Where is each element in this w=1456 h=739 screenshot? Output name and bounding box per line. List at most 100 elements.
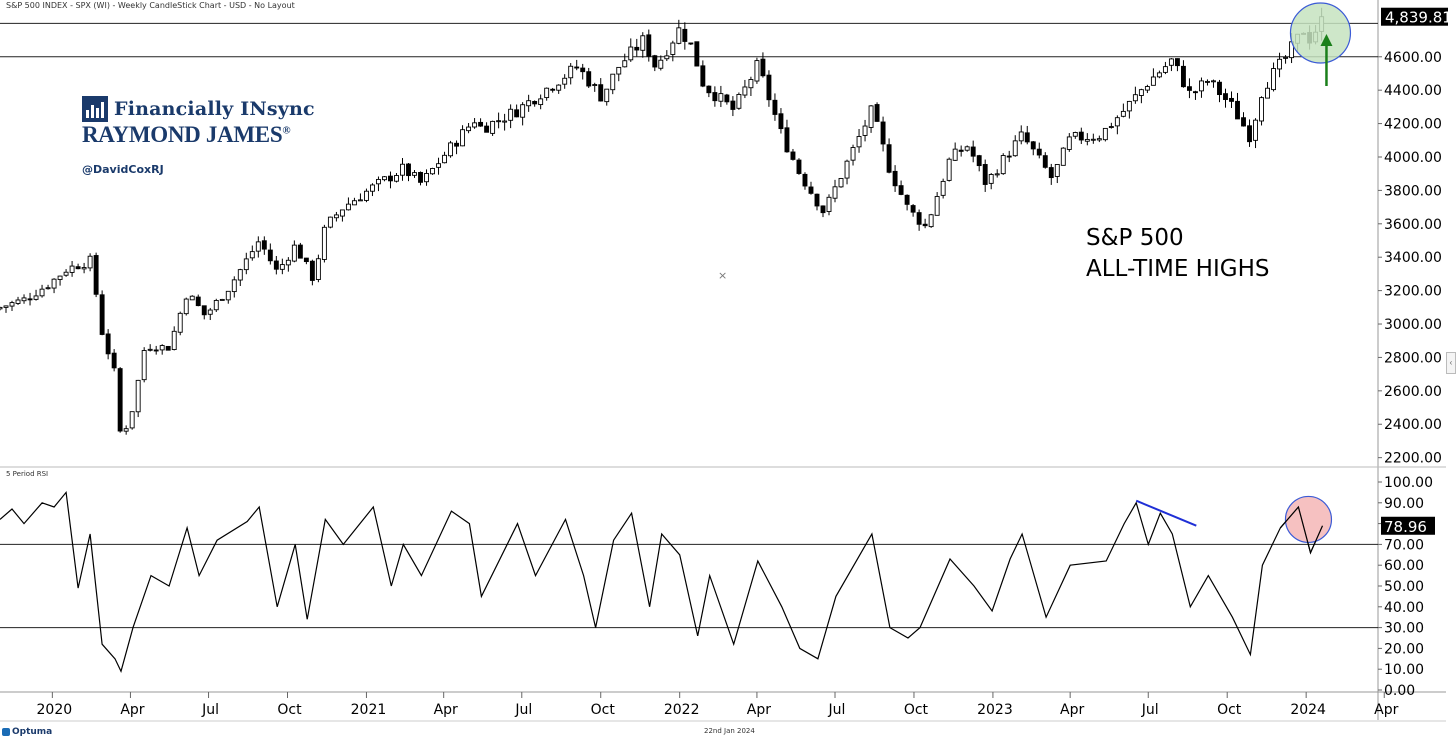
candle-up (147, 348, 153, 351)
candle-up (69, 265, 75, 273)
candle-up (718, 93, 724, 102)
brand-line-1: Financially INsync (114, 98, 315, 120)
candle-up (357, 199, 363, 202)
candle-up (1156, 72, 1162, 78)
candle-up (171, 330, 177, 350)
panel-collapse-handle[interactable]: ‹ (1446, 352, 1456, 374)
candle-up (123, 428, 129, 432)
candle-down (1036, 148, 1042, 156)
price-tick-label: 3400.00 (1384, 250, 1442, 266)
brand-logo: Financially INsync RAYMOND JAMES® (82, 96, 315, 148)
candle-up (526, 100, 532, 107)
candle-up (9, 302, 15, 307)
candle-up (1120, 110, 1126, 117)
candle-down (706, 85, 712, 94)
candle-up (51, 278, 57, 289)
candle-up (622, 60, 628, 68)
candle-up (556, 84, 562, 91)
candle-up (844, 160, 850, 179)
candle-up (850, 147, 856, 161)
candle-down (1241, 117, 1246, 127)
candle-down (261, 240, 267, 250)
candle-up (321, 226, 327, 260)
candle-up (177, 312, 183, 333)
last-rsi-box (1381, 516, 1435, 535)
candle-up (1265, 87, 1270, 99)
candle-up (1138, 89, 1144, 96)
candle-down (195, 296, 201, 307)
bar-chart-icon (82, 96, 108, 122)
rsi-tick-label: 10.00 (1384, 662, 1424, 678)
grid-layer (0, 0, 1446, 722)
up-arrow-head-icon (1320, 34, 1333, 46)
price-candles (0, 7, 1325, 435)
crosshair-marker: × (718, 269, 727, 282)
candle-up (472, 122, 478, 128)
rsi-panel-title: 5 Period RSI (6, 470, 49, 478)
candle-down (1235, 100, 1240, 120)
candle-up (736, 94, 742, 109)
price-tick-label: 4200.00 (1384, 117, 1442, 133)
time-tick-label: Jul (514, 702, 532, 718)
time-tick-label: Jul (828, 702, 846, 718)
candle-up (1072, 132, 1078, 137)
candle-down (910, 205, 916, 213)
candle-up (1205, 80, 1210, 83)
candle-down (303, 257, 309, 263)
candle-down (688, 42, 694, 45)
candle-up (1199, 80, 1204, 92)
rsi-tick-label: 40.00 (1384, 600, 1424, 616)
time-tick-label: Apr (1374, 702, 1398, 718)
candle-down (1042, 155, 1048, 168)
time-tick-label: Apr (120, 702, 144, 718)
time-tick-label: Oct (1217, 702, 1242, 718)
candle-up (1162, 66, 1168, 73)
candle-up (964, 146, 970, 151)
candle-up (225, 290, 231, 301)
candle-down (388, 175, 393, 182)
candle-up (832, 186, 838, 199)
twitter-handle: @DavidCoxRJ (82, 163, 164, 176)
candle-down (111, 352, 117, 369)
rsi-tick-label: 100.00 (1384, 475, 1433, 491)
price-tick-label: 3200.00 (1384, 284, 1442, 300)
chart-annotation: S&P 500 ALL-TIME HIGHS (1086, 223, 1269, 285)
candle-up (394, 175, 399, 182)
candle-up (1108, 126, 1114, 128)
candle-up (189, 295, 195, 301)
time-tick-label: Apr (747, 702, 771, 718)
candle-up (856, 136, 862, 148)
candle-up (345, 203, 351, 211)
candle-down (117, 368, 123, 432)
candle-up (15, 299, 21, 304)
optuma-icon (2, 728, 10, 736)
candle-up (1283, 56, 1289, 59)
candle-up (640, 35, 646, 51)
price-tick-label: 3800.00 (1384, 183, 1442, 199)
candle-up (255, 241, 261, 252)
candle-down (99, 294, 105, 335)
candle-up (496, 120, 502, 123)
candle-up (1066, 136, 1072, 150)
candle-up (1102, 127, 1108, 141)
candle-down (1247, 125, 1252, 143)
candle-down (586, 71, 592, 87)
candle-down (514, 109, 520, 118)
candle-up (466, 126, 472, 132)
candle-down (201, 305, 207, 316)
rsi-tick-label: 0.00 (1384, 683, 1415, 699)
candle-up (934, 196, 940, 216)
candle-up (430, 168, 435, 175)
price-tick-label: 2200.00 (1384, 451, 1442, 467)
candle-down (982, 164, 988, 185)
candle-down (580, 67, 586, 73)
candle-down (694, 41, 700, 67)
price-tick-label: 2800.00 (1384, 350, 1442, 366)
rsi-tick-label: 60.00 (1384, 558, 1424, 574)
candle-up (838, 178, 844, 188)
price-tick-label: 3000.00 (1384, 317, 1442, 333)
candle-up (562, 77, 568, 85)
candle-up (213, 299, 219, 311)
price-tick-label: 2600.00 (1384, 384, 1442, 400)
candle-up (1114, 117, 1120, 127)
